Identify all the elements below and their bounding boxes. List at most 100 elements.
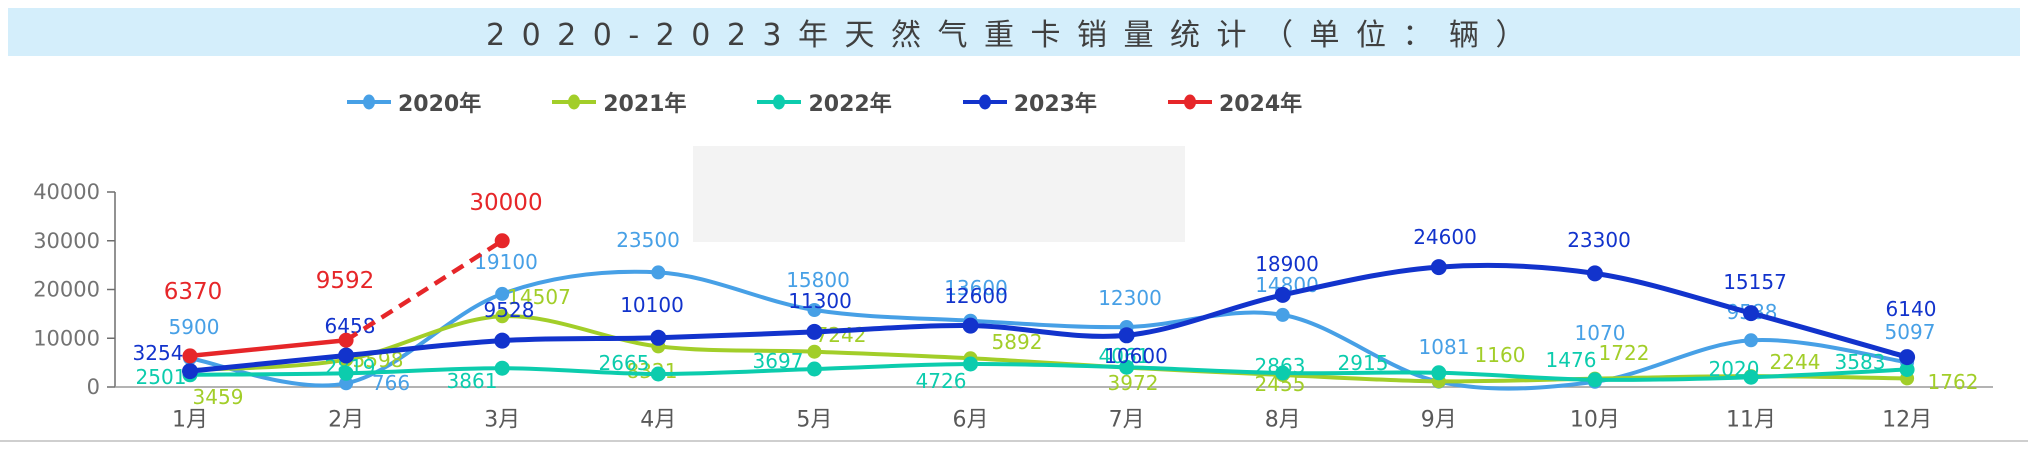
data-point [494, 233, 510, 249]
data-label: 2665 [599, 351, 650, 375]
chart-legend: 2020年 2021年 2022年 2023年 2024年 [346, 86, 1302, 118]
legend-item-2022年: 2022年 [756, 86, 892, 118]
data-point [1743, 369, 1759, 385]
x-axis-label: 6月 [953, 408, 989, 433]
data-label: 1081 [1419, 335, 1470, 359]
data-label: 2863 [1255, 354, 1306, 378]
data-label: 4061 [1099, 344, 1150, 368]
data-label: 10100 [620, 293, 684, 317]
data-point [338, 332, 354, 348]
series-2024年: 6370 9592 30000 [164, 190, 543, 364]
x-axis-label: 2月 [328, 408, 364, 433]
legend-marker-icon [757, 94, 802, 110]
y-axis-label: 40000 [33, 180, 100, 204]
x-axis-label: 9月 [1421, 408, 1457, 433]
legend-marker-icon [552, 94, 597, 110]
x-axis-label: 12月 [1882, 408, 1932, 433]
data-label: 2501 [136, 365, 187, 389]
data-label: 12300 [1098, 286, 1162, 310]
x-axis-label: 5月 [796, 408, 832, 433]
data-point [494, 360, 510, 376]
legend-label: 2024年 [1218, 92, 1303, 117]
data-label: 1070 [1575, 321, 1626, 345]
data-point [1743, 305, 1759, 322]
data-label: 3583 [1835, 350, 1886, 374]
data-point [1586, 265, 1603, 282]
data-label: 14507 [507, 285, 571, 309]
data-label: 19100 [474, 250, 538, 274]
data-label: 6370 [164, 279, 223, 305]
x-axis-label: 11月 [1726, 408, 1776, 433]
data-point [1899, 362, 1915, 377]
chart-title-bar: 2020-2023年天然气重卡销量统计（单位：辆） [8, 8, 2020, 56]
data-label: 10600 [1104, 344, 1168, 368]
x-axis-label: 4月 [640, 408, 676, 433]
data-label: 9592 [316, 268, 375, 294]
data-point [650, 329, 667, 346]
data-point [1744, 333, 1758, 348]
data-label: 18900 [1255, 252, 1319, 276]
x-axis-label: 8月 [1265, 408, 1301, 433]
data-point [651, 265, 666, 280]
legend-item-2024年: 2024年 [1167, 86, 1302, 118]
legend-label: 2022年 [808, 92, 892, 117]
data-label: 15800 [786, 268, 850, 292]
data-label: 5097 [1885, 320, 1936, 344]
data-point [1431, 365, 1447, 381]
y-axis-label: 30000 [33, 229, 100, 253]
data-label: 1476 [1546, 348, 1597, 372]
data-point [1430, 259, 1447, 276]
data-label: 13600 [944, 276, 1008, 300]
data-point [807, 303, 822, 317]
data-label: 766 [372, 371, 410, 395]
data-label: 23300 [1567, 228, 1631, 252]
data-label: 2915 [1338, 351, 1389, 375]
legend-item-2020年: 2020年 [346, 86, 481, 118]
data-label: 23500 [616, 228, 680, 252]
y-axis-label: 20000 [33, 278, 100, 302]
x-axis-label: 1月 [172, 408, 208, 433]
data-label: 3459 [193, 385, 244, 409]
data-label: 5892 [992, 330, 1043, 354]
x-axis-label: 7月 [1109, 408, 1145, 433]
data-point [806, 323, 823, 340]
data-label: 6140 [1886, 297, 1937, 321]
watermark-patch [693, 146, 1185, 242]
data-label: 7242 [816, 323, 867, 347]
chart-title: 2020-2023年天然气重卡销量统计（单位：辆） [485, 18, 1543, 53]
legend-marker-icon [347, 94, 391, 110]
data-label: 12600 [944, 284, 1008, 308]
data-point [1118, 327, 1135, 344]
data-point [1587, 372, 1603, 388]
data-point [1275, 307, 1290, 322]
data-label: 24600 [1413, 225, 1477, 249]
y-axis-label: 10000 [33, 326, 100, 350]
legend-item-2023年: 2023年 [962, 86, 1097, 118]
data-point [182, 348, 198, 364]
data-point [1275, 365, 1291, 381]
legend-marker-icon [1167, 94, 1212, 110]
data-point [495, 286, 510, 301]
data-label: 3861 [447, 369, 498, 393]
data-point [963, 356, 978, 372]
data-point [1119, 359, 1135, 375]
data-label: 1160 [1475, 343, 1526, 367]
legend-item-2021年: 2021年 [551, 86, 686, 118]
x-axis-label: 10月 [1570, 408, 1620, 433]
data-label: 1762 [1928, 370, 1979, 394]
data-label: 9528 [484, 298, 535, 322]
data-point [182, 363, 198, 380]
data-label: 11300 [788, 289, 852, 313]
data-point [338, 365, 354, 381]
data-label: 3972 [1108, 371, 1159, 395]
data-label: 3254 [133, 341, 184, 365]
legend-label: 2023年 [1013, 92, 1097, 117]
data-label: 30000 [469, 190, 542, 216]
data-point [338, 347, 355, 364]
data-label: 4726 [916, 369, 967, 393]
